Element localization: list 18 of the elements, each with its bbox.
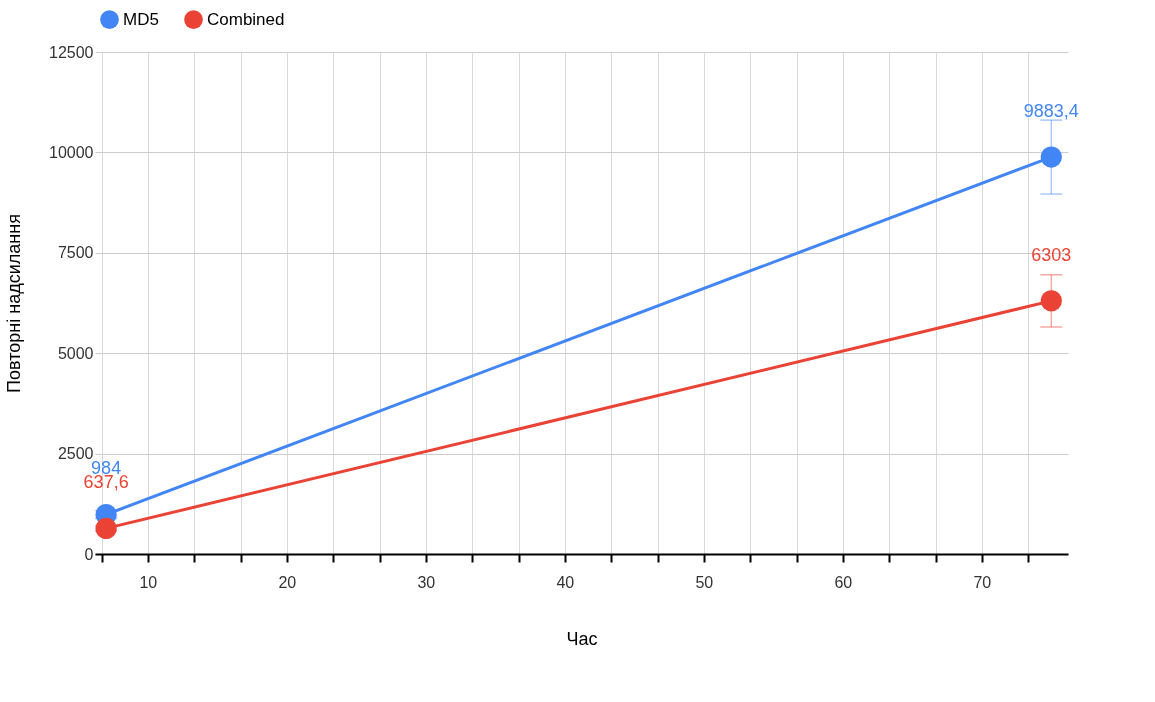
y-tick-label: 12500 [49, 43, 94, 61]
y-tick-label: 0 [84, 545, 94, 563]
y-tick-label: 5000 [57, 344, 94, 362]
y-tick-label: 7500 [57, 244, 94, 262]
legend-label: Combined [207, 9, 285, 29]
data-label: 6303 [1031, 244, 1072, 265]
data-label: 9883,4 [1023, 101, 1079, 122]
x-tick-label: 40 [556, 573, 575, 591]
x-tick-label: 70 [973, 573, 992, 591]
x-tick-label: 50 [695, 573, 714, 591]
y-axis-title: Повторні надсилання [4, 214, 25, 393]
x-tick-label: 60 [834, 573, 853, 591]
y-tick-label: 10000 [49, 143, 94, 161]
x-tick-label: 20 [278, 573, 297, 591]
x-tick-label: 10 [139, 573, 158, 591]
x-axis-title: Час [566, 628, 598, 649]
legend-label: MD5 [123, 9, 159, 29]
x-tick-label: 30 [417, 573, 436, 591]
